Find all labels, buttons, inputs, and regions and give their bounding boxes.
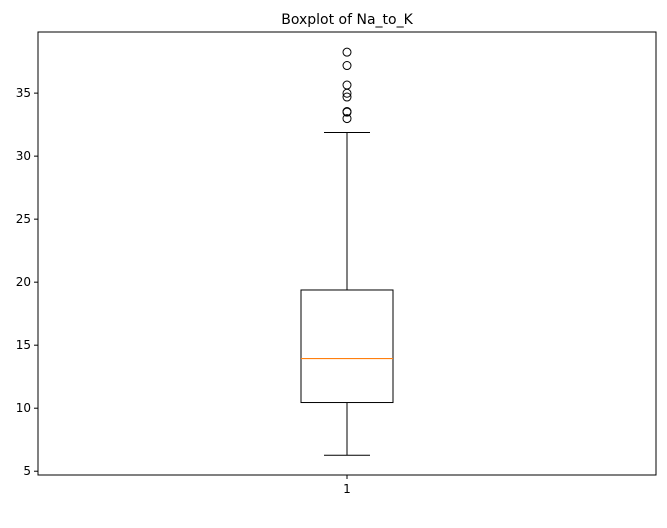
outlier-point (342, 88, 352, 98)
y-tick-label: 30 (16, 149, 31, 163)
outlier-point (342, 114, 352, 124)
y-tick-label: 25 (16, 212, 31, 226)
outlier-point (342, 61, 352, 71)
y-tick-label: 5 (23, 464, 31, 478)
iqr-box (300, 289, 394, 404)
x-tick-label: 1 (343, 482, 351, 496)
plot-area: 5 10 15 20 25 30 35 1 (16, 31, 657, 496)
outlier-point (342, 47, 352, 57)
y-tick-label: 15 (16, 338, 31, 352)
y-tick-label: 20 (16, 275, 31, 289)
y-tick-label: 35 (16, 86, 31, 100)
chart-title: Boxplot of Na_to_K (281, 12, 413, 28)
outlier-point (342, 80, 352, 90)
outlier-point (342, 92, 352, 102)
outlier-point (342, 107, 352, 117)
y-tick-label: 10 (16, 401, 31, 415)
